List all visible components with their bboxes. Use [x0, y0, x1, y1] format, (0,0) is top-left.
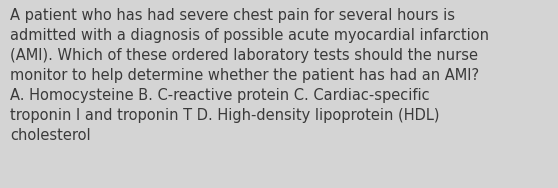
Text: A patient who has had severe chest pain for several hours is
admitted with a dia: A patient who has had severe chest pain … [10, 8, 489, 143]
